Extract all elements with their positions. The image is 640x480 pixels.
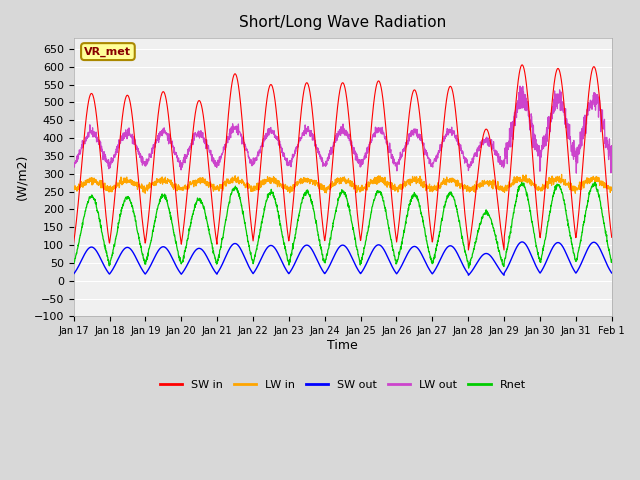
Y-axis label: (W/m2): (W/m2) <box>15 154 28 201</box>
Legend: SW in, LW in, SW out, LW out, Rnet: SW in, LW in, SW out, LW out, Rnet <box>156 375 530 395</box>
Title: Short/Long Wave Radiation: Short/Long Wave Radiation <box>239 15 446 30</box>
X-axis label: Time: Time <box>327 339 358 352</box>
Text: VR_met: VR_met <box>84 47 131 57</box>
